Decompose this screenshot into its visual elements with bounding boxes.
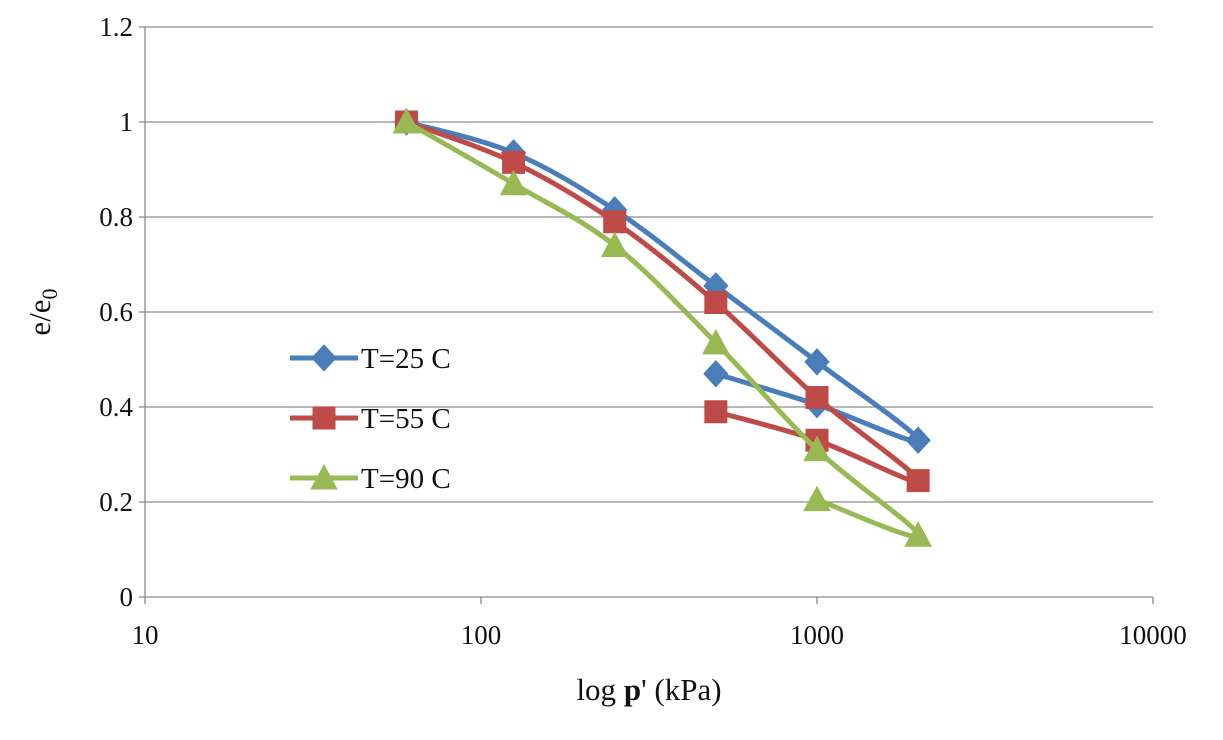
y-axis-title-main: e/e [22,299,57,335]
series-line-t-25 [403,119,921,444]
series-line-t-55 [403,119,921,485]
x-axis-title-bold: p [624,672,641,707]
legend-item-t-55: T=55 C [290,403,451,435]
data-point-t-55 [704,291,728,314]
series-t-55 [394,110,930,493]
y-tick-label: 0.2 [99,487,133,517]
y-tick-label: 0.4 [99,392,133,422]
data-point-t-90 [803,485,831,512]
y-tick-label: 0.8 [99,202,133,232]
data-point-t-90 [392,107,421,134]
x-axis-title-prefix: log [576,672,623,707]
data-point-t-55 [805,386,829,409]
x-axis-title: log p' (kPa) [576,672,721,707]
data-point-t-25 [905,426,931,454]
legend-label: T=55 C [361,403,451,435]
legend-item-t-25: T=25 C [290,343,451,375]
x-tick-label: 10 [132,620,159,650]
series-line-t-90 [403,119,921,539]
y-tick-label: 0 [120,582,134,612]
legend-label: T=90 C [361,463,451,495]
legend-item-t-90: T=90 C [290,463,451,495]
legend-marker-t-25 [311,344,337,372]
legend-marker-t-90 [310,463,338,490]
data-point-t-90 [702,328,730,355]
data-point-t-55 [603,210,627,234]
y-tick-label: 1.2 [99,12,133,42]
x-tick-label: 1000 [790,620,844,650]
data-point-t-90 [904,521,932,547]
plot-series [392,107,932,547]
legend-marker-t-55 [312,406,336,430]
data-point-t-90 [600,231,629,257]
y-axis-title-subscript: 0 [37,288,62,299]
data-point-t-25 [703,360,729,388]
x-tick-label: 10000 [1119,620,1187,650]
legend: T=25 C T=55 C T=90 C [290,343,451,495]
gridlines [145,26,1153,503]
x-axis-title-suffix: ' (kPa) [641,672,721,707]
tick-labels: 0 0.2 0.4 0.6 0.8 1 1.2 10 100 1000 10000 [99,12,1187,650]
data-point-t-90 [803,435,831,462]
legend-label: T=25 C [361,343,451,375]
data-point-t-90 [499,169,528,196]
axes [139,26,1154,604]
data-point-t-55 [906,469,930,493]
series-t-90 [392,107,932,547]
data-point-t-55 [704,400,728,424]
data-point-t-25 [804,348,830,376]
y-tick-label: 1 [120,107,134,137]
y-axis-title: e/e0 [22,288,62,335]
y-tick-label: 0.6 [99,297,133,327]
x-tick-label: 100 [461,620,502,650]
